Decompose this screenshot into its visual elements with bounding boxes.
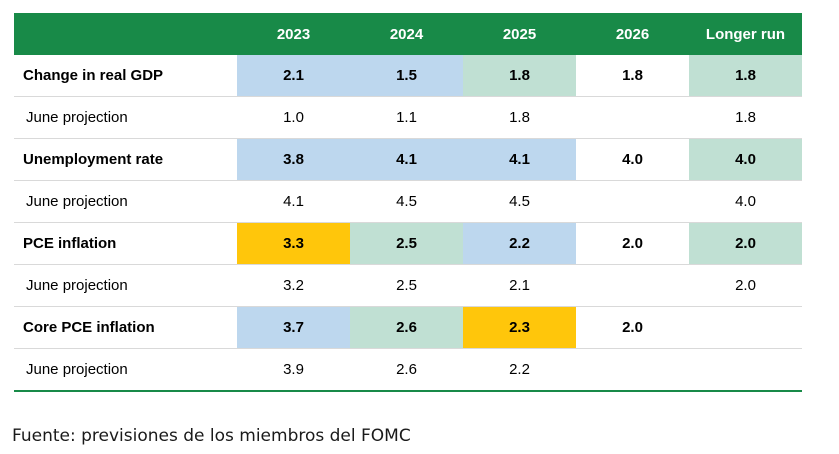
source-note: Fuente: previsiones de los miembros del … bbox=[12, 426, 411, 446]
value-cell-2025: 4.5 bbox=[463, 180, 576, 223]
row-label: Core PCE inflation bbox=[14, 306, 237, 349]
value-cell-2026 bbox=[576, 264, 689, 307]
value-cell-longer-run: 2.0 bbox=[689, 222, 802, 265]
header-cell-2026: 2026 bbox=[576, 13, 689, 55]
value-cell-longer-run: 1.8 bbox=[689, 96, 802, 139]
value-cell-2025: 1.8 bbox=[463, 96, 576, 139]
value-cell-longer-run: 4.0 bbox=[689, 180, 802, 223]
value-cell-2023: 3.8 bbox=[237, 138, 350, 181]
row-label: June projection bbox=[14, 96, 237, 139]
value-cell-2023: 3.9 bbox=[237, 348, 350, 392]
row-label: Change in real GDP bbox=[14, 55, 237, 97]
value-cell-2024: 1.1 bbox=[350, 96, 463, 139]
row-label: June projection bbox=[14, 264, 237, 307]
row-label: PCE inflation bbox=[14, 222, 237, 265]
value-cell-2026 bbox=[576, 348, 689, 392]
value-cell-longer-run: 1.8 bbox=[689, 55, 802, 97]
row-label: June projection bbox=[14, 180, 237, 223]
header-cell-2024: 2024 bbox=[350, 13, 463, 55]
row-label: June projection bbox=[14, 348, 237, 392]
table-body: Change in real GDP 2.1 1.5 1.8 1.8 1.8 June pr… bbox=[14, 55, 802, 392]
value-cell-2026 bbox=[576, 96, 689, 139]
value-cell-2025: 2.2 bbox=[463, 222, 576, 265]
value-cell-2025: 2.2 bbox=[463, 348, 576, 392]
value-cell-2026 bbox=[576, 180, 689, 223]
value-cell-longer-run: 4.0 bbox=[689, 138, 802, 181]
table-row: Unemployment rate 3.8 4.1 4.1 4.0 4.0 bbox=[14, 138, 802, 181]
row-label: Unemployment rate bbox=[14, 138, 237, 181]
table-row-june-projection: June projection 4.1 4.5 4.5 4.0 bbox=[14, 180, 802, 223]
value-cell-2024: 1.5 bbox=[350, 55, 463, 97]
value-cell-2024: 2.5 bbox=[350, 264, 463, 307]
table-row: PCE inflation 3.3 2.5 2.2 2.0 2.0 bbox=[14, 222, 802, 265]
value-cell-2026: 1.8 bbox=[576, 55, 689, 97]
value-cell-2026: 2.0 bbox=[576, 222, 689, 265]
header-cell-longer-run: Longer run bbox=[689, 13, 802, 55]
header-row: 2023 2024 2025 2026 Longer run bbox=[14, 13, 802, 55]
value-cell-2025: 1.8 bbox=[463, 55, 576, 97]
value-cell-2024: 2.5 bbox=[350, 222, 463, 265]
table-row-june-projection: June projection 3.2 2.5 2.1 2.0 bbox=[14, 264, 802, 307]
table-row-june-projection: June projection 3.9 2.6 2.2 bbox=[14, 348, 802, 392]
value-cell-2023: 3.3 bbox=[237, 222, 350, 265]
table-row: Core PCE inflation 3.7 2.6 2.3 2.0 bbox=[14, 306, 802, 349]
value-cell-2023: 2.1 bbox=[237, 55, 350, 97]
table-row-june-projection: June projection 1.0 1.1 1.8 1.8 bbox=[14, 96, 802, 139]
header-cell-2025: 2025 bbox=[463, 13, 576, 55]
value-cell-longer-run: 2.0 bbox=[689, 264, 802, 307]
value-cell-2024: 4.1 bbox=[350, 138, 463, 181]
value-cell-2025: 2.3 bbox=[463, 306, 576, 349]
value-cell-2025: 2.1 bbox=[463, 264, 576, 307]
value-cell-2026: 4.0 bbox=[576, 138, 689, 181]
header-cell-2023: 2023 bbox=[237, 13, 350, 55]
value-cell-2024: 4.5 bbox=[350, 180, 463, 223]
value-cell-2023: 3.7 bbox=[237, 306, 350, 349]
value-cell-2023: 4.1 bbox=[237, 180, 350, 223]
table-row: Change in real GDP 2.1 1.5 1.8 1.8 1.8 bbox=[14, 55, 802, 97]
value-cell-2023: 3.2 bbox=[237, 264, 350, 307]
header-cell-label bbox=[14, 13, 237, 55]
value-cell-2025: 4.1 bbox=[463, 138, 576, 181]
projections-table: 2023 2024 2025 2026 Longer run Change in… bbox=[14, 13, 802, 392]
value-cell-2024: 2.6 bbox=[350, 348, 463, 392]
value-cell-2024: 2.6 bbox=[350, 306, 463, 349]
value-cell-2026: 2.0 bbox=[576, 306, 689, 349]
value-cell-longer-run bbox=[689, 306, 802, 349]
value-cell-2023: 1.0 bbox=[237, 96, 350, 139]
value-cell-longer-run bbox=[689, 348, 802, 392]
